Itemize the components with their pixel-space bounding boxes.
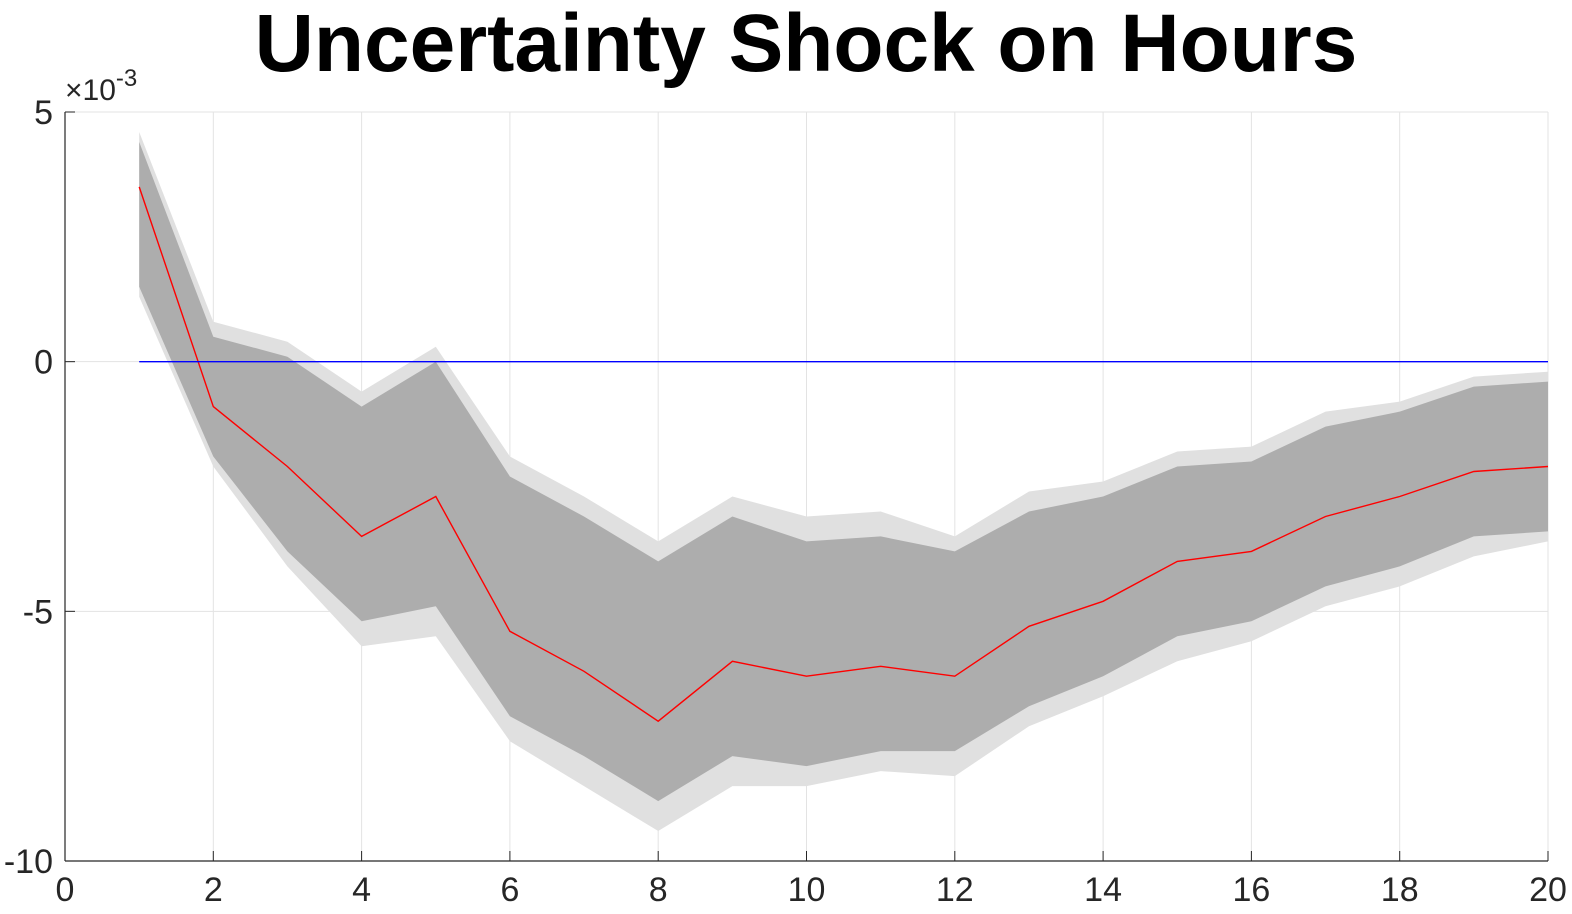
line-layer xyxy=(138,186,1549,723)
x-tick-label: 16 xyxy=(1232,871,1270,909)
y-tick-label: 5 xyxy=(34,94,53,132)
x-tick-label: 12 xyxy=(936,871,974,909)
band-layer xyxy=(139,132,1549,831)
x-tick-label: 10 xyxy=(788,871,826,909)
x-tick-label: 8 xyxy=(649,871,668,909)
axis-layer xyxy=(64,111,1549,862)
y-exponent-label: ×10-3 xyxy=(65,65,137,107)
x-tick-label: 14 xyxy=(1084,871,1122,909)
label-layer: 0 2 4 6 8 10 12 14 16 18 20 5 0 -5 -10 ×10-3 xyxy=(4,65,1567,909)
x-tick-label: 0 xyxy=(56,871,75,909)
x-tick-label: 18 xyxy=(1381,871,1419,909)
x-tick-label: 4 xyxy=(352,871,371,909)
y-exponent-base: ×10 xyxy=(65,74,116,107)
x-tick-label: 2 xyxy=(204,871,223,909)
y-tick-label: -5 xyxy=(23,593,53,631)
x-tick-label: 6 xyxy=(500,871,519,909)
band-inner xyxy=(139,142,1549,802)
x-tick-label: 20 xyxy=(1529,871,1567,909)
y-tick-label: 0 xyxy=(34,344,53,382)
chart-title: Uncertainty Shock on Hours xyxy=(254,0,1358,89)
y-exponent-power: -3 xyxy=(116,65,137,92)
y-tick-label: -10 xyxy=(4,843,53,881)
series-line-median xyxy=(138,186,1549,723)
